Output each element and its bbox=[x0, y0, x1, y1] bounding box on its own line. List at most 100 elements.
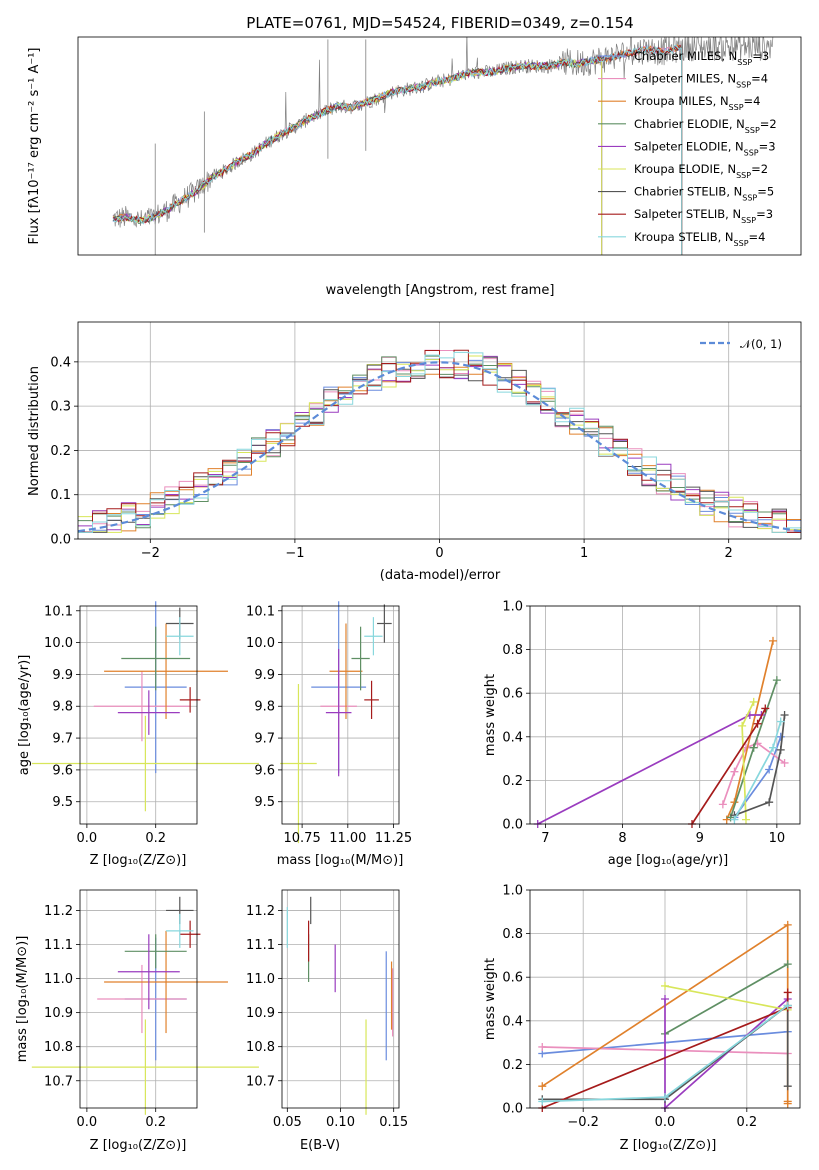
ticks: 0.0 0.2 10.7 10.8 10.9 11.0 11.1 11.2 bbox=[44, 904, 166, 1130]
y-tick-label: 9.6 bbox=[52, 763, 73, 778]
legend-label: Chabrier MILES, NSSP=3 bbox=[634, 49, 769, 67]
series-line bbox=[734, 714, 786, 817]
x-tick-label: 0.2 bbox=[736, 1115, 757, 1130]
histogram-line bbox=[78, 351, 801, 533]
data-point bbox=[117, 934, 180, 1010]
plus-marker bbox=[538, 1082, 547, 1091]
x-axis-label: (data-model)/error bbox=[380, 568, 501, 583]
plus-marker bbox=[783, 1099, 792, 1108]
x-tick-label: 0.2 bbox=[145, 831, 166, 846]
y-tick-label: 10.0 bbox=[44, 636, 73, 651]
plus-marker bbox=[776, 732, 785, 741]
y-tick-label: 9.5 bbox=[254, 795, 275, 810]
x-tick-label: 11.00 bbox=[329, 831, 366, 846]
data-point bbox=[329, 623, 363, 719]
spectrum-lines bbox=[112, 37, 774, 255]
plus-marker bbox=[776, 745, 785, 754]
legend-label: Kroupa MILES, NSSP=4 bbox=[634, 94, 760, 112]
y-axis-label: age [log₁₀(age/yr)] bbox=[17, 655, 32, 776]
plus-marker bbox=[765, 798, 774, 807]
data-point bbox=[104, 930, 228, 1034]
legend-label: Chabrier STELIB, NSSP=5 bbox=[634, 185, 774, 203]
plus-marker bbox=[769, 743, 777, 752]
spectrum-frame bbox=[77, 36, 802, 256]
ticks: 7 8 9 10 0.0 0.2 0.4 0.6 0.8 1.0 bbox=[502, 600, 785, 847]
legend-subscript: SSP bbox=[736, 80, 751, 89]
y-tick-label: 0.0 bbox=[50, 533, 71, 548]
legend-subscript: SSP bbox=[745, 125, 760, 134]
x-tick-label: 0 bbox=[435, 546, 443, 561]
ticks: −2 −1 0 1 2 0.0 0.1 0.2 0.3 0.4 bbox=[50, 355, 733, 561]
legend-label: Chabrier ELODIE, NSSP=2 bbox=[634, 117, 777, 135]
x-axis-label: age [log₁₀(age/yr)] bbox=[608, 853, 729, 868]
plus-marker bbox=[780, 758, 789, 767]
y-tick-label: 0.1 bbox=[50, 488, 71, 503]
legend-subscript: SSP bbox=[729, 103, 744, 112]
x-tick-label: 2 bbox=[725, 546, 733, 561]
plus-marker bbox=[661, 981, 669, 990]
y-tick-label: 11.2 bbox=[246, 904, 275, 919]
data-point bbox=[166, 913, 194, 948]
histograms bbox=[78, 349, 801, 533]
plus-marker bbox=[718, 800, 727, 809]
y-tick-label: 0.8 bbox=[502, 643, 523, 658]
x-tick-label: −0.2 bbox=[567, 1115, 599, 1130]
panel-frame bbox=[79, 889, 198, 1109]
spectrum-title: PLATE=0761, MJD=54524, FIBERID=0349, z=0… bbox=[246, 14, 633, 32]
ticks: 0.05 0.10 0.15 10.7 10.8 10.9 11.0 11.1 11.2 bbox=[246, 904, 408, 1130]
y-axis-label: mass weight bbox=[483, 958, 498, 1040]
legend: Chabrier MILES, NSSP=3 Salpeter MILES, NS… bbox=[598, 49, 777, 247]
x-axis-label: Z [log₁₀(Z/Z⊙)] bbox=[90, 853, 187, 868]
series-line bbox=[664, 985, 788, 1011]
data-point bbox=[31, 1019, 259, 1115]
legend-label: Kroupa STELIB, NSSP=4 bbox=[634, 230, 765, 248]
x-tick-label: 11.25 bbox=[375, 831, 412, 846]
y-axis-label: mass weight bbox=[483, 674, 498, 756]
data-point bbox=[364, 680, 379, 719]
mass-vs-reddening-panel: E(B-V) 0.05 0.10 0.15 10.7 10.8 10.9 11.0 11.1 1… bbox=[246, 889, 408, 1153]
y-tick-label: 0.2 bbox=[502, 774, 523, 789]
y-tick-label: 0.8 bbox=[502, 927, 523, 942]
ticks: 10.75 11.00 11.25 9.5 9.6 9.7 9.8 9.9 10.0 10.1 bbox=[246, 604, 412, 846]
age-vs-mass-panel: mass [log₁₀(M/M⊙)] 10.75 11.00 11.25 9.5 9.6… bbox=[246, 601, 412, 868]
x-tick-label: 10.75 bbox=[284, 831, 321, 846]
plus-marker bbox=[783, 1082, 792, 1091]
x-tick-label: 8 bbox=[618, 831, 626, 846]
panel-frame bbox=[529, 605, 801, 825]
y-tick-label: 0.6 bbox=[502, 971, 523, 986]
y-tick-label: 10.1 bbox=[246, 604, 275, 619]
y-tick-label: 10.7 bbox=[246, 1074, 275, 1089]
normal-curve bbox=[78, 361, 801, 533]
y-tick-label: 11.0 bbox=[246, 972, 275, 987]
legend-label: Salpeter ELODIE, NSSP=3 bbox=[634, 139, 776, 157]
data-point bbox=[351, 626, 370, 691]
legend-subscript: SSP bbox=[744, 148, 759, 157]
age-vs-metallicity-panel: Z [log₁₀(Z/Z⊙)] age [log₁₀(age/yr)] 0.0 0… bbox=[17, 601, 259, 868]
y-tick-label: 0.4 bbox=[50, 355, 71, 370]
y-tick-label: 10.9 bbox=[44, 1006, 73, 1021]
y-tick-label: 0.0 bbox=[502, 1102, 523, 1117]
y-tick-label: 0.0 bbox=[502, 818, 523, 833]
y-tick-label: 9.7 bbox=[254, 732, 275, 747]
y-tick-label: 9.8 bbox=[254, 700, 275, 715]
legend-subscript: SSP bbox=[742, 193, 757, 202]
plus-marker bbox=[749, 743, 758, 752]
x-tick-label: 0.0 bbox=[77, 1115, 98, 1130]
x-tick-label: 0.0 bbox=[655, 1115, 676, 1130]
y-tick-label: 0.4 bbox=[502, 1014, 523, 1029]
data-point bbox=[104, 623, 228, 719]
y-tick-label: 0.6 bbox=[502, 687, 523, 702]
plus-marker bbox=[661, 1093, 669, 1102]
legend-subscript: SSP bbox=[736, 171, 751, 180]
legend-subscript: SSP bbox=[741, 216, 756, 225]
y-tick-label: 11.2 bbox=[44, 904, 73, 919]
y-tick-label: 9.9 bbox=[52, 668, 73, 683]
y-tick-label: 1.0 bbox=[502, 884, 523, 899]
x-tick-label: 0.2 bbox=[145, 1115, 166, 1130]
plus-marker bbox=[780, 711, 789, 719]
y-tick-label: 10.9 bbox=[246, 1006, 275, 1021]
data-point bbox=[364, 617, 383, 656]
x-tick-label: 0.10 bbox=[326, 1115, 355, 1130]
plus-marker bbox=[730, 767, 739, 776]
spectrum-panel: PLATE=0761, MJD=54524, FIBERID=0349, z=0… bbox=[27, 14, 802, 298]
